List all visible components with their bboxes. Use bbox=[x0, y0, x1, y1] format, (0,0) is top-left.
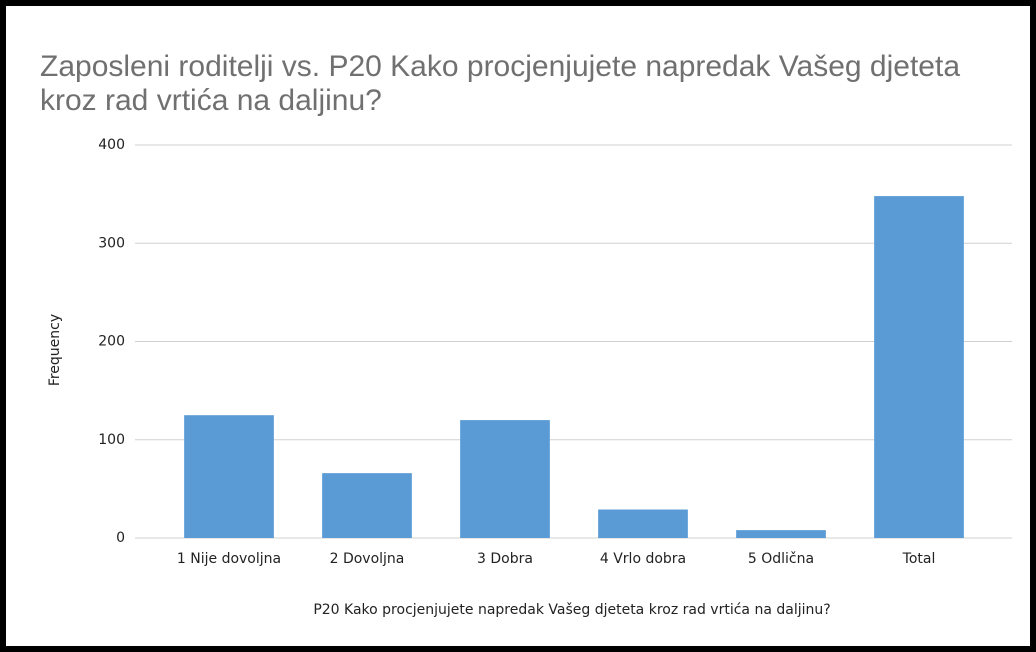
bar bbox=[598, 509, 688, 538]
x-tick-label: 3 Dobra bbox=[477, 551, 533, 567]
y-tick-label: 0 bbox=[116, 530, 125, 546]
x-tick-label: 4 Vrlo dobra bbox=[600, 551, 686, 567]
y-axis-label: Frequency bbox=[47, 314, 63, 386]
chart-title: Zaposleni roditelji vs. P20 Kako procjen… bbox=[40, 50, 961, 117]
x-axis-label: P20 Kako procjenjujete napredak Vašeg dj… bbox=[313, 602, 830, 618]
x-tick-label: 2 Dovoljna bbox=[330, 551, 405, 567]
bar bbox=[736, 530, 826, 538]
x-tick-label: 5 Odlična bbox=[748, 551, 814, 567]
y-tick-label: 200 bbox=[98, 334, 125, 350]
bar bbox=[874, 196, 964, 538]
y-tick-label: 300 bbox=[98, 235, 125, 251]
bar bbox=[460, 420, 550, 538]
bar bbox=[184, 415, 274, 538]
y-tick-label: 400 bbox=[98, 137, 125, 153]
y-tick-label: 100 bbox=[98, 432, 125, 448]
bar bbox=[322, 473, 412, 538]
x-tick-label: Total bbox=[902, 551, 936, 567]
x-tick-label: 1 Nije dovoljna bbox=[177, 551, 281, 567]
